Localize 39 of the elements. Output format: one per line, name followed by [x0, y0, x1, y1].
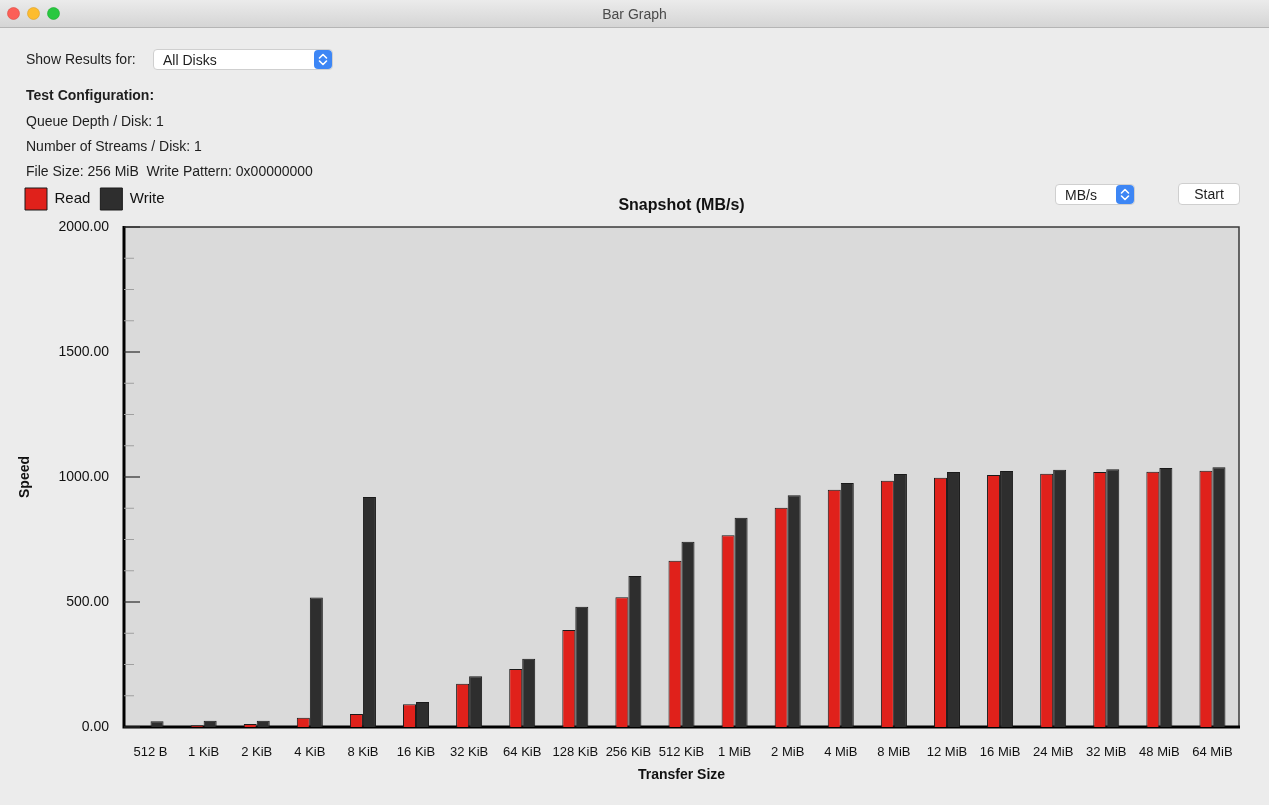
text: Number of Streams / Disk: 1: [26, 137, 202, 155]
x-tick-label: 2 KiB: [241, 744, 273, 760]
x-tick-label: 4 MiB: [824, 744, 858, 760]
text: Show Results for:: [26, 50, 136, 68]
x-tick-label: 128 KiB: [552, 744, 599, 760]
y-tick-label: 0.00: [81, 717, 110, 734]
x-tick-label: 24 MiB: [1032, 744, 1074, 760]
x-tick-label: 2 MiB: [771, 744, 805, 760]
text: File Size: 256 MiB Write Pattern: 0x00000000: [26, 162, 313, 180]
chart-title: Snapshot (MB/s): [618, 196, 745, 214]
x-tick-label: 8 MiB: [877, 744, 911, 760]
x-tick-label: 256 KiB: [605, 744, 652, 760]
y-tick-label: 1500.00: [58, 342, 110, 359]
x-tick-label: 32 MiB: [1086, 744, 1127, 760]
y-tick-label: 500.00: [66, 592, 110, 609]
x-axis-title: Transfer Size: [637, 766, 726, 783]
x-tick-label: 64 KiB: [503, 744, 542, 760]
y-tick-label: 1000.00: [58, 467, 110, 484]
text: Bar Graph: [601, 6, 668, 22]
text: Test Configuration:: [26, 86, 155, 104]
dropdown-field: All Disks: [153, 49, 333, 70]
x-tick-label: 16 KiB: [396, 744, 436, 760]
y-axis-title: Speed: [16, 455, 33, 499]
x-tick-label: 4 KiB: [294, 744, 326, 760]
x-tick-label: 8 KiB: [347, 744, 379, 760]
x-tick-label: 1 MiB: [717, 744, 752, 760]
dropdown-field: MB/s: [1055, 184, 1135, 205]
x-tick-label: 512 B: [133, 744, 168, 760]
x-tick-label: 1 KiB: [188, 744, 220, 760]
x-tick-label: 48 MiB: [1139, 744, 1180, 760]
x-tick-label: 32 KiB: [449, 744, 489, 760]
x-tick-label: 64 MiB: [1192, 744, 1233, 760]
x-tick-label: 16 MiB: [979, 744, 1021, 760]
legend-label: Read: [54, 189, 91, 207]
y-tick-label: 2000.00: [58, 217, 110, 234]
x-tick-label: 12 MiB: [926, 744, 968, 760]
legend-label: Write: [129, 189, 165, 207]
text: Queue Depth / Disk: 1: [26, 112, 164, 130]
x-tick-label: 512 KiB: [658, 744, 705, 760]
